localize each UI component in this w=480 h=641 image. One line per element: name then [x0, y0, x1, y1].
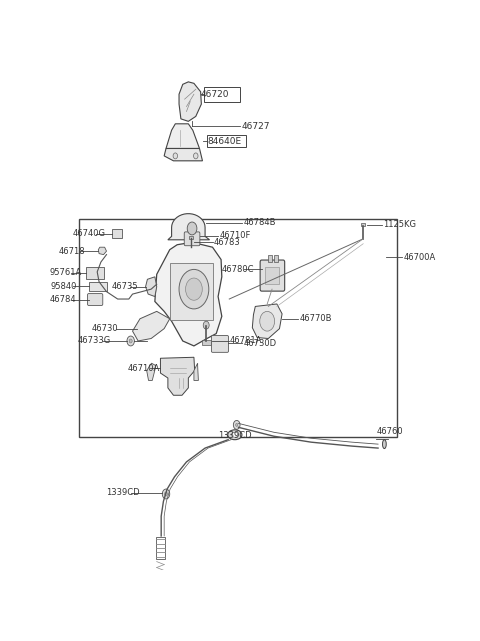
Text: 46720: 46720	[200, 90, 228, 99]
Ellipse shape	[228, 430, 242, 440]
Text: 95761A: 95761A	[50, 269, 82, 278]
Polygon shape	[145, 277, 156, 297]
Text: 84640E: 84640E	[208, 137, 242, 146]
Text: 46730: 46730	[92, 324, 118, 333]
Bar	[361, 223, 365, 226]
Polygon shape	[194, 363, 198, 381]
Polygon shape	[132, 312, 170, 341]
Text: 46727: 46727	[241, 122, 270, 131]
Polygon shape	[166, 124, 200, 149]
Polygon shape	[164, 149, 203, 161]
Bar	[112, 229, 122, 238]
Text: 46730D: 46730D	[243, 339, 276, 348]
Bar	[207, 135, 246, 147]
Text: 46783: 46783	[214, 238, 241, 247]
Bar	[274, 254, 278, 262]
Circle shape	[127, 336, 134, 346]
Text: 46760: 46760	[376, 427, 403, 436]
Circle shape	[129, 339, 132, 343]
Text: 46710F: 46710F	[219, 231, 251, 240]
Polygon shape	[98, 247, 107, 254]
Circle shape	[260, 312, 275, 331]
Text: 46700A: 46700A	[403, 253, 436, 262]
Circle shape	[236, 424, 238, 426]
Bar	[89, 282, 107, 290]
Bar	[202, 340, 211, 345]
Ellipse shape	[186, 278, 202, 300]
Polygon shape	[160, 357, 195, 395]
Text: 95840: 95840	[51, 281, 77, 291]
Text: 46770B: 46770B	[299, 314, 332, 323]
Circle shape	[233, 420, 240, 429]
Bar	[156, 537, 165, 559]
Text: 46784B: 46784B	[243, 218, 276, 227]
Text: 46710A: 46710A	[128, 363, 160, 372]
Polygon shape	[147, 363, 156, 381]
FancyBboxPatch shape	[184, 232, 200, 246]
Polygon shape	[252, 304, 282, 338]
Circle shape	[162, 489, 170, 499]
Bar	[190, 236, 193, 239]
Polygon shape	[155, 242, 222, 346]
Text: 46735: 46735	[112, 282, 139, 291]
Circle shape	[156, 609, 165, 621]
Bar	[170, 263, 213, 320]
Bar	[204, 87, 240, 102]
Bar	[79, 219, 396, 437]
Ellipse shape	[179, 269, 209, 309]
Ellipse shape	[231, 432, 239, 437]
Text: 46740G: 46740G	[73, 229, 106, 238]
FancyBboxPatch shape	[87, 294, 103, 306]
Circle shape	[165, 492, 168, 496]
Text: 46733G: 46733G	[78, 337, 111, 345]
FancyBboxPatch shape	[211, 335, 228, 353]
Polygon shape	[179, 82, 202, 121]
Polygon shape	[168, 213, 210, 240]
Text: 1339CD: 1339CD	[107, 488, 140, 497]
Text: 46781A: 46781A	[229, 337, 262, 345]
Text: 1339CD: 1339CD	[218, 431, 252, 440]
FancyBboxPatch shape	[260, 260, 285, 291]
Bar	[265, 267, 279, 284]
Bar	[267, 254, 272, 262]
Ellipse shape	[383, 440, 386, 449]
Text: 1125KG: 1125KG	[383, 221, 416, 229]
Bar	[86, 267, 104, 279]
Circle shape	[173, 153, 178, 159]
Text: 46780C: 46780C	[222, 265, 254, 274]
Text: 46718: 46718	[59, 247, 85, 256]
Circle shape	[203, 321, 209, 329]
Text: 46784: 46784	[50, 295, 77, 304]
Circle shape	[187, 222, 197, 235]
Circle shape	[193, 153, 198, 159]
